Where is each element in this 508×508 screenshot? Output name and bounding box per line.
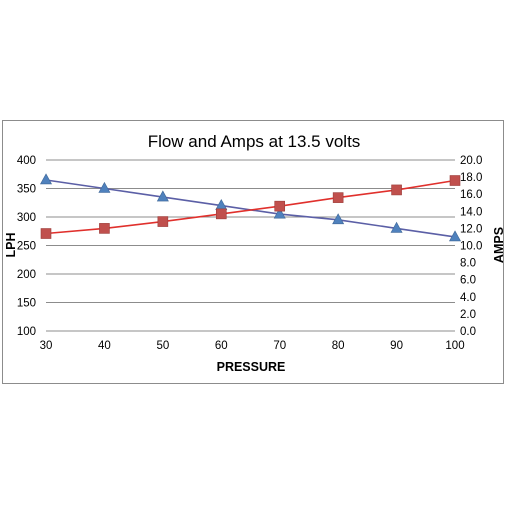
square-marker [99,223,110,234]
y2-tick-label: 10.0 [460,241,482,253]
x-tick-label: 80 [332,340,345,352]
chart-title: Flow and Amps at 13.5 volts [148,132,361,151]
y-tick-label: 300 [17,212,36,224]
triangle-marker [98,181,111,193]
square-marker [332,192,344,203]
y2-axis-title: AMPS [492,227,506,263]
triangle-marker [332,213,345,225]
y2-tick-label: 6.0 [460,275,476,287]
square-marker [157,216,169,227]
x-tick-label: 30 [40,340,53,352]
tick-labels: 100 150 200 250 300 350 400 0.0 2.0 4.0 6.0 8.0 10.0… [17,155,483,352]
y-tick-label: 100 [17,326,36,338]
x-tick-label: 70 [273,340,286,352]
y2-tick-label: 4.0 [460,292,476,304]
series-markers [39,173,462,242]
series-lines [45,179,456,238]
chart-frame [2,120,504,384]
triangle-marker [156,190,169,202]
x-tick-label: 50 [156,340,169,352]
triangle-marker [390,221,403,233]
y2-tick-label: 16.0 [460,189,482,201]
triangle-marker [448,230,462,242]
series-line-1 [45,179,456,235]
x-axis-title: PRESSURE [217,360,286,374]
y-axis-title: LPH [4,233,18,258]
gridlines [46,159,455,303]
x-tick-label: 40 [98,340,111,352]
y-tick-label: 250 [17,241,36,253]
square-marker [274,200,286,212]
y2-tick-label: 14.0 [460,206,482,218]
y-tick-label: 400 [17,155,36,167]
y2-tick-label: 20.0 [460,155,482,167]
square-marker [40,228,52,239]
y-tick-label: 350 [17,184,36,196]
y2-tick-label: 8.0 [460,258,476,270]
y2-tick-label: 12.0 [460,223,482,235]
square-marker [215,208,227,220]
triangle-marker [273,207,286,219]
square-marker [391,184,402,196]
y-tick-label: 200 [17,269,36,281]
x-tick-label: 100 [445,340,464,352]
y2-tick-label: 0.0 [460,326,476,338]
x-tick-label: 90 [390,340,403,352]
square-marker [449,175,461,186]
triangle-marker [39,173,53,185]
x-tick-label: 60 [215,340,228,352]
y-tick-label: 150 [17,298,36,310]
y2-tick-label: 18.0 [460,172,482,184]
y2-tick-label: 2.0 [460,309,476,321]
